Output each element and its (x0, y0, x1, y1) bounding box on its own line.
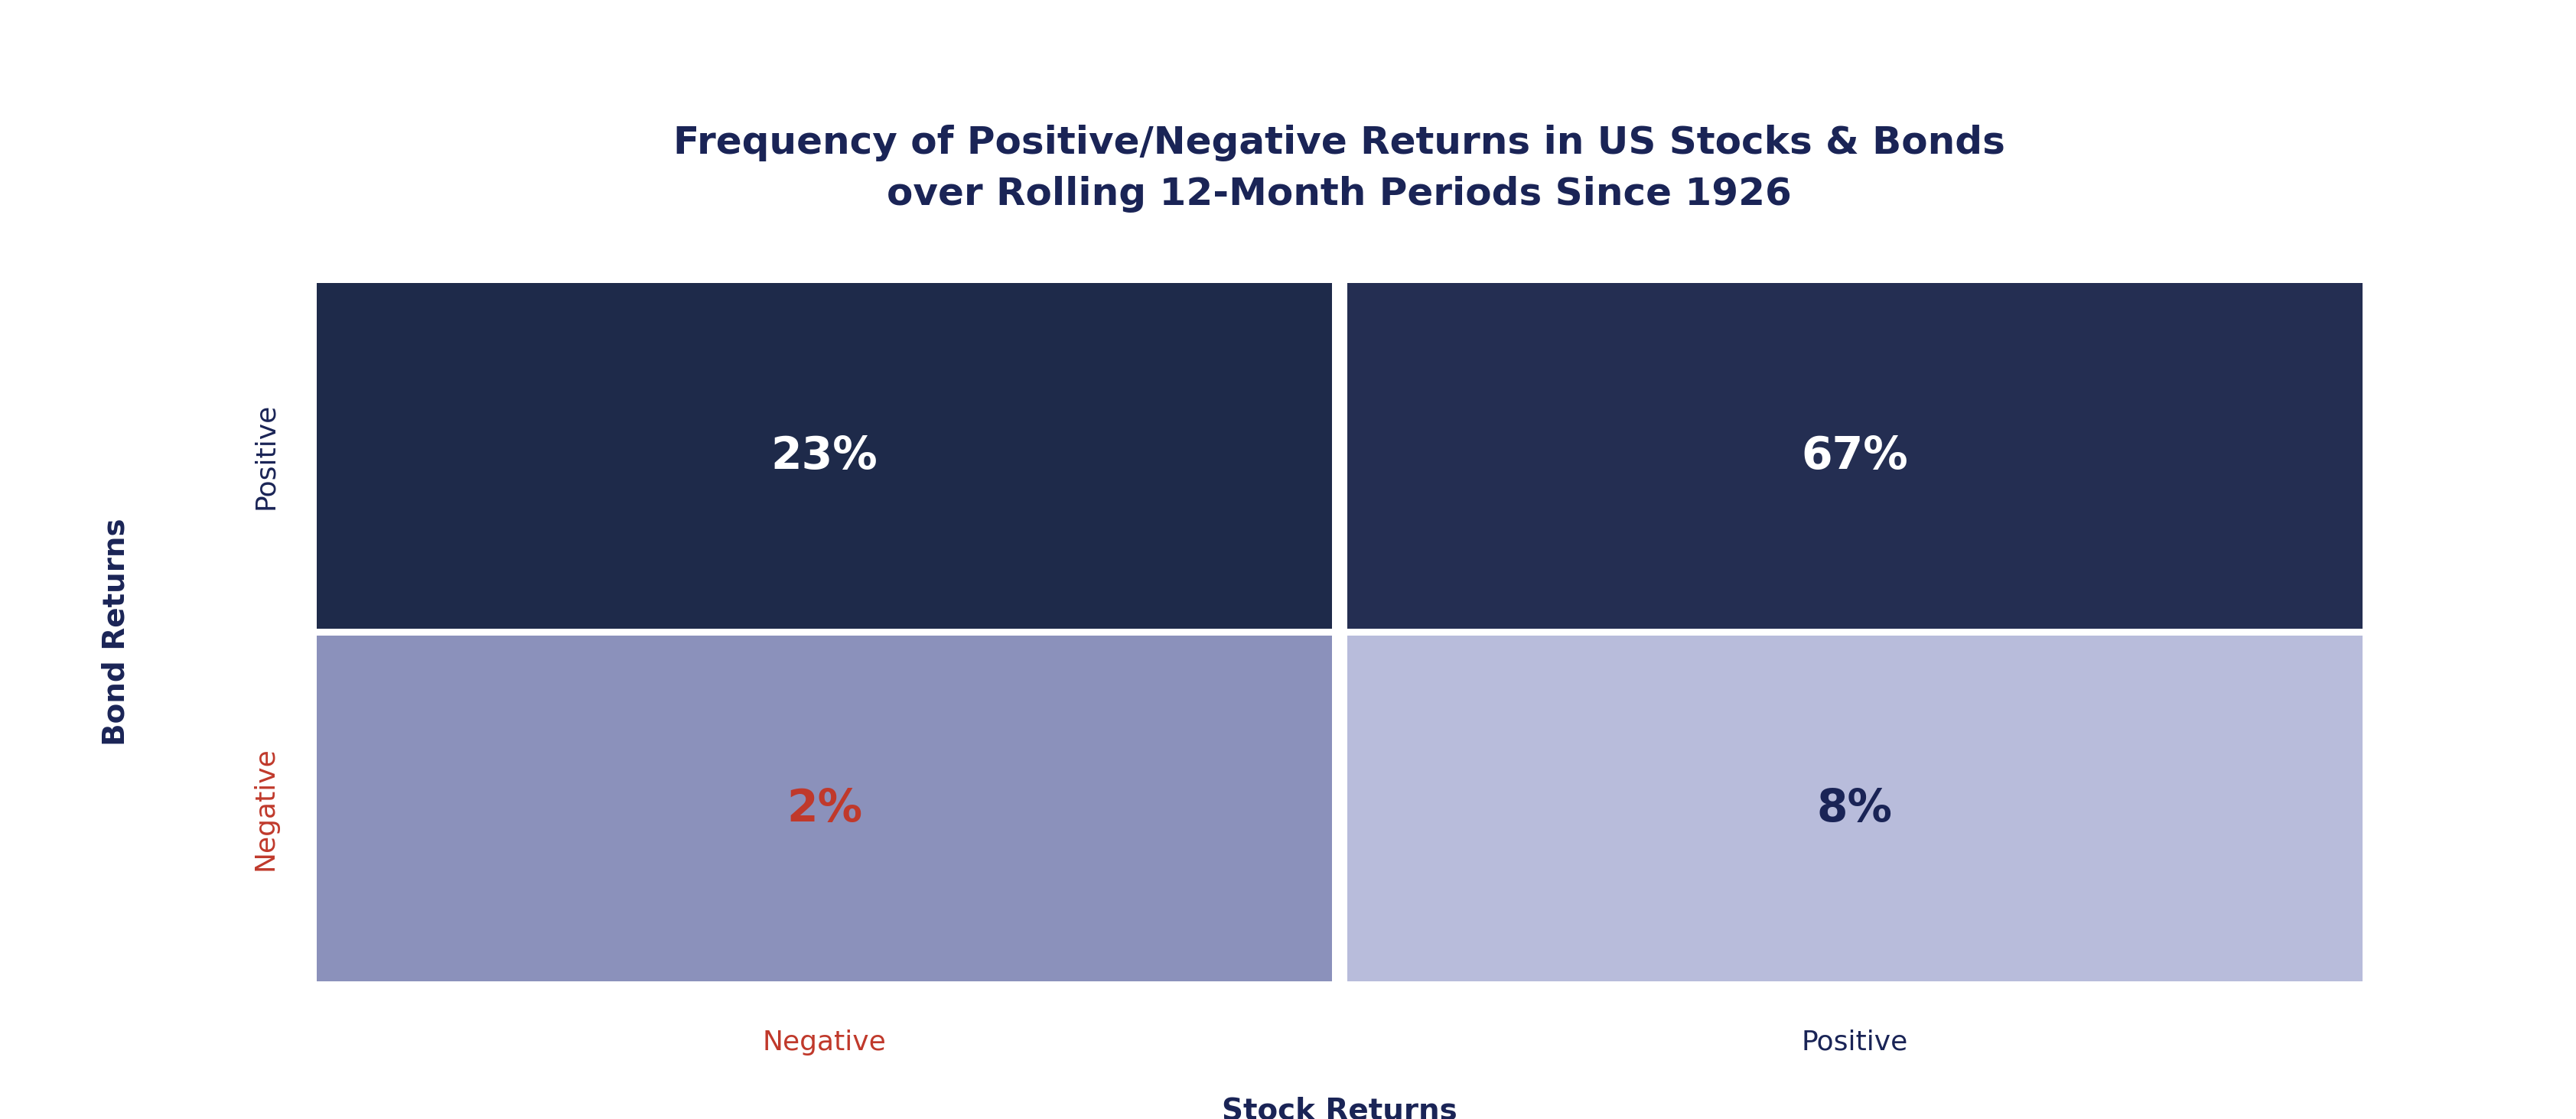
Bar (1347, 636, 2362, 981)
Text: Frequency of Positive/Negative Returns in US Stocks & Bonds
over Rolling 12-Mont: Frequency of Positive/Negative Returns i… (672, 124, 2007, 213)
Text: Bond Returns: Bond Returns (100, 518, 131, 746)
Text: Positive: Positive (252, 403, 278, 509)
Text: 23%: 23% (770, 434, 878, 478)
Text: Positive: Positive (1801, 1029, 1909, 1055)
Text: Negative: Negative (252, 746, 278, 871)
Text: 8%: 8% (1816, 787, 1893, 830)
Bar (317, 636, 1332, 981)
Text: Stock Returns: Stock Returns (1221, 1097, 1458, 1119)
Text: 2%: 2% (786, 787, 863, 830)
Text: Negative: Negative (762, 1029, 886, 1055)
Text: 67%: 67% (1801, 434, 1909, 478)
Bar (1347, 283, 2362, 629)
Bar (317, 283, 1332, 629)
